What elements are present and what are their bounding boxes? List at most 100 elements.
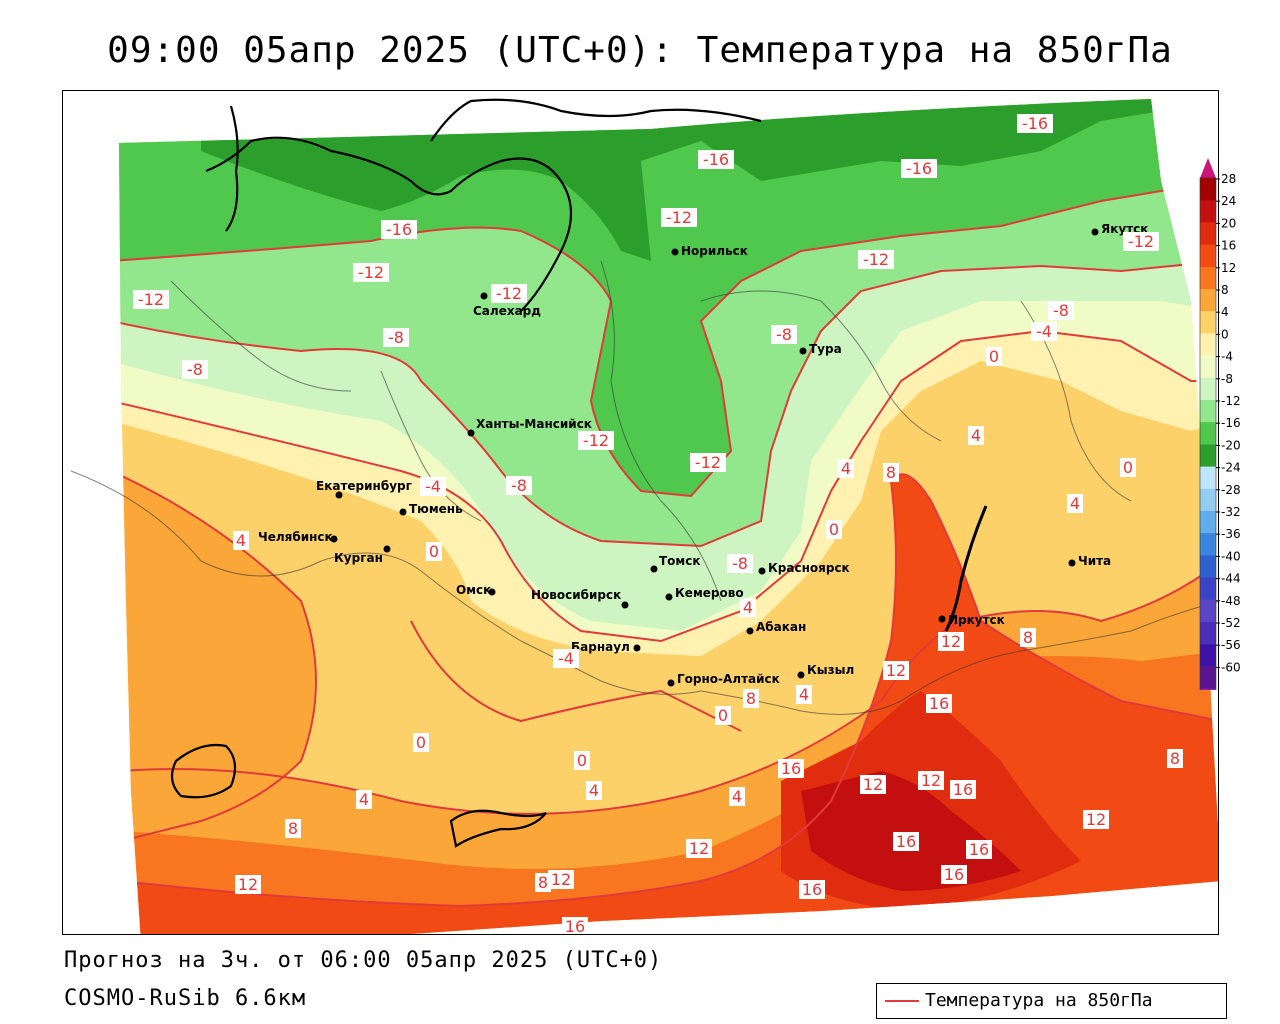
colorbar-tick-label: -32 bbox=[1221, 505, 1241, 519]
city-irkutsk: Иркутск bbox=[938, 613, 1005, 627]
svg-text:0: 0 bbox=[829, 520, 839, 539]
city-norilsk: Норильск bbox=[671, 244, 748, 258]
svg-text:-12: -12 bbox=[496, 284, 522, 303]
city-barnaul: Барнаул bbox=[571, 640, 641, 654]
colorbar-tick-label: 0 bbox=[1221, 327, 1229, 341]
isotherm-value-label: 4 bbox=[1067, 494, 1083, 513]
colorbar-cell bbox=[1200, 555, 1216, 579]
city-tomsk: Томск bbox=[650, 554, 701, 573]
colorbar-cell bbox=[1200, 644, 1216, 667]
colorbar-cell bbox=[1200, 599, 1216, 623]
svg-text:-8: -8 bbox=[776, 325, 792, 344]
svg-text:Омск: Омск bbox=[456, 583, 491, 597]
svg-text:12: 12 bbox=[689, 839, 709, 858]
isotherm-value-label: -8 bbox=[383, 328, 409, 347]
isotherm-value-label: -8 bbox=[182, 360, 208, 379]
isotherm-value-label: 0 bbox=[426, 542, 442, 561]
band-24-28 bbox=[801, 771, 1021, 891]
svg-text:-8: -8 bbox=[732, 554, 748, 573]
isotherm-value-label: 12 bbox=[235, 875, 261, 894]
colorbar-cell bbox=[1200, 444, 1216, 468]
svg-text:4: 4 bbox=[971, 426, 981, 445]
colorbar-cell bbox=[1200, 200, 1216, 223]
isotherm-value-label: -8 bbox=[771, 325, 797, 344]
isotherm-value-label: -12 bbox=[578, 431, 614, 450]
svg-text:12: 12 bbox=[863, 775, 883, 794]
city-abakan: Абакан bbox=[746, 620, 806, 635]
svg-text:8: 8 bbox=[1023, 628, 1033, 647]
svg-text:4: 4 bbox=[732, 787, 742, 806]
city-kyzyl: Кызыл bbox=[797, 663, 854, 679]
svg-text:-4: -4 bbox=[558, 649, 574, 668]
isotherm-value-label: -12 bbox=[133, 290, 169, 309]
svg-text:-12: -12 bbox=[695, 453, 721, 472]
band-8-12-west bbox=[119, 471, 316, 841]
legend: Температура на 850гПа bbox=[876, 983, 1227, 1019]
isotherm-value-label: 16 bbox=[893, 832, 919, 851]
isotherm-value-label: 16 bbox=[926, 694, 952, 713]
colorbar-cell bbox=[1200, 244, 1216, 268]
colorbar-tick-label: -8 bbox=[1221, 372, 1233, 386]
isotherm-value-label: 16 bbox=[799, 880, 825, 899]
colorbar-tick-label: -36 bbox=[1221, 527, 1241, 541]
svg-text:-12: -12 bbox=[138, 290, 164, 309]
colorbar-tick-label: -28 bbox=[1221, 483, 1241, 497]
isotherm-value-label: 16 bbox=[778, 759, 804, 778]
svg-text:-12: -12 bbox=[666, 208, 692, 227]
isotherm-value-label: 0 bbox=[574, 751, 590, 770]
svg-text:-4: -4 bbox=[425, 477, 441, 496]
svg-text:8: 8 bbox=[288, 819, 298, 838]
svg-text:Горно-Алтайск: Горно-Алтайск bbox=[677, 672, 780, 686]
isotherm-value-label: 0 bbox=[1120, 458, 1136, 477]
svg-text:Томск: Томск bbox=[659, 554, 701, 568]
temperature-map[interactable]: Салехард Норильск Якутск Тура Ханты-Манс… bbox=[62, 90, 1219, 935]
cities: Салехард Норильск Якутск Тура Ханты-Манс… bbox=[258, 222, 1148, 687]
isotherm-value-label: 8 bbox=[285, 819, 301, 838]
city-novosibirsk: Новосибирск bbox=[531, 588, 629, 609]
colorbar-tick-label: -52 bbox=[1221, 616, 1241, 630]
svg-text:Красноярск: Красноярск bbox=[768, 561, 850, 575]
colorbar-cell bbox=[1200, 266, 1216, 290]
svg-text:Барнаул: Барнаул bbox=[571, 640, 630, 654]
city-khanty-mansiysk: Ханты-Мансийск bbox=[467, 417, 592, 437]
svg-text:12: 12 bbox=[921, 771, 941, 790]
map-canvas: Салехард Норильск Якутск Тура Ханты-Манс… bbox=[63, 91, 1218, 934]
svg-text:Ханты-Мансийск: Ханты-Мансийск bbox=[476, 417, 592, 431]
isotherm-value-label: -8 bbox=[506, 476, 532, 495]
colorbar-cell bbox=[1200, 488, 1216, 512]
svg-text:8: 8 bbox=[886, 463, 896, 482]
isotherm-labels: -16 -16 -16 -16 -12 -12 -12 -12 -12 -12 -12 -12 -8 -8… bbox=[133, 114, 1183, 934]
isotherm-value-label: -16 bbox=[698, 150, 734, 169]
city-omsk: Омск bbox=[456, 583, 496, 597]
colorbar-tick-label: 16 bbox=[1221, 239, 1236, 253]
svg-text:Норильск: Норильск bbox=[681, 244, 748, 258]
svg-text:-12: -12 bbox=[358, 263, 384, 282]
colorbar-tick-label: -48 bbox=[1221, 594, 1241, 608]
isotherm-value-label: 0 bbox=[826, 520, 842, 539]
isotherm-value-label: 4 bbox=[740, 598, 756, 617]
svg-text:-16: -16 bbox=[386, 220, 412, 239]
isotherm-value-label: 16 bbox=[562, 917, 588, 934]
svg-text:Кемерово: Кемерово bbox=[675, 586, 744, 600]
model-name: COSMO-RuSib 6.6км bbox=[64, 986, 307, 1011]
isotherm-value-label: 12 bbox=[918, 771, 944, 790]
svg-text:-12: -12 bbox=[1128, 232, 1154, 251]
isotherm-value-label: -4 bbox=[1031, 322, 1057, 341]
svg-text:12: 12 bbox=[238, 875, 258, 894]
isotherm-value-label: 12 bbox=[883, 661, 909, 680]
isotherm-value-label: 8 bbox=[535, 873, 551, 892]
svg-text:4: 4 bbox=[236, 531, 246, 550]
city-gorno-altaysk: Горно-Алтайск bbox=[667, 672, 780, 687]
colorbar-tick-label: -24 bbox=[1221, 461, 1241, 475]
svg-text:8: 8 bbox=[538, 873, 548, 892]
colorbar-tick-label: -20 bbox=[1221, 438, 1241, 452]
svg-text:16: 16 bbox=[929, 694, 949, 713]
isotherm-value-label: 4 bbox=[796, 685, 812, 704]
isotherm-value-label: -12 bbox=[491, 284, 527, 303]
isotherm-value-label: 0 bbox=[413, 733, 429, 752]
isotherm-value-label: -12 bbox=[690, 453, 726, 472]
legend-label: Температура на 850гПа bbox=[925, 990, 1153, 1011]
colorbar-tick-label: -44 bbox=[1221, 572, 1241, 586]
colorbar-tick-label: -16 bbox=[1221, 416, 1241, 430]
colorbar-cell bbox=[1200, 688, 1216, 690]
